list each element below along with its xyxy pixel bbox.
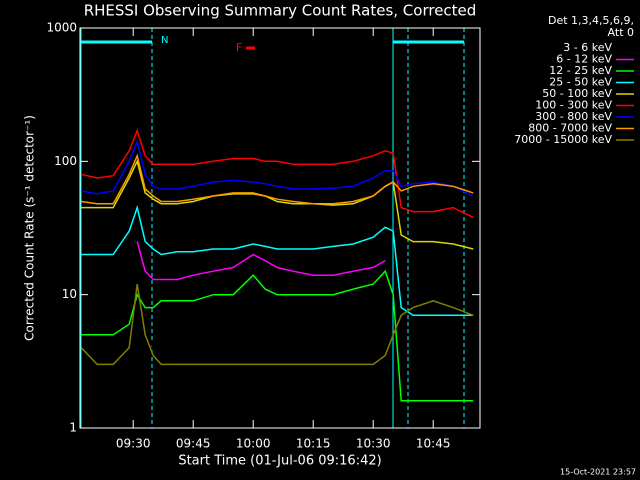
legend-label: 25 - 50 keV [549,76,612,89]
footer: 15-Oct-2021 23:57 [560,468,636,477]
plot-frame [79,27,481,429]
legend-label: 6 - 12 keV [556,53,612,66]
x-tick-label: 10:15 [296,437,331,451]
legend-label: 7000 - 15000 keV [514,133,612,146]
legend-label: 12 - 25 keV [549,64,612,77]
series-line [81,139,474,197]
legend-title: Att 0 [608,26,634,39]
annotation: N [161,35,168,46]
y-tick-label: 1 [69,421,77,435]
legend-label: 50 - 100 keV [542,87,612,100]
legend-label: 800 - 7000 keV [528,122,612,135]
x-tick-label: 09:30 [116,437,151,451]
series-line [81,204,474,317]
x-tick-label: 10:45 [416,437,451,451]
series-line [128,283,386,406]
attenuator-markers [80,28,465,428]
legend-label: 3 - 6 keV [563,41,612,54]
legend-label: 300 - 800 keV [535,110,612,123]
x-tick-label: 10:30 [356,437,391,451]
x-tick-label: 09:45 [176,437,211,451]
series-line [81,159,474,250]
series-line [80,283,474,366]
series-line [136,241,386,281]
series-line [81,269,474,402]
chart-title: RHESSI Observing Summary Count Rates, Co… [84,2,477,20]
legend-label: 100 - 300 keV [535,99,612,112]
annotation: F [236,41,242,54]
x-axis-label: Start Time (01-Jul-06 09:16:42) [178,454,381,469]
x-tick-label: 10:00 [236,437,271,451]
series-line [81,153,474,205]
y-tick-label: 1000 [46,21,77,35]
y-tick-label: 10 [62,287,77,301]
y-tick-label: 100 [54,154,77,168]
y-axis-label: Corrected Count Rate (s⁻¹ detector⁻¹) [23,115,37,341]
series-line [81,128,474,219]
legend-title: Det 1,3,4,5,6,9, [548,14,634,27]
